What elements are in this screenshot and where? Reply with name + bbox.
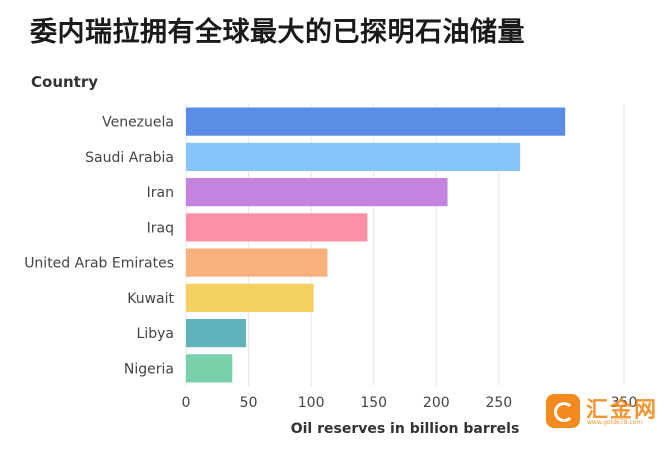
bar: [186, 319, 247, 348]
y-tick-label: Iran: [147, 185, 174, 201]
bar: [186, 354, 233, 383]
bar: [186, 248, 328, 277]
y-tick-label: Venezuela: [102, 115, 174, 131]
bar: [186, 178, 448, 207]
x-tick-label: 200: [423, 395, 450, 411]
bar: [186, 283, 314, 312]
y-tick-label: Kuwait: [127, 291, 174, 307]
watermark-text: 汇金网: [586, 398, 659, 423]
bar: [186, 213, 368, 242]
y-tick-label: Libya: [137, 326, 174, 342]
y-axis-title: Country: [31, 73, 99, 91]
x-tick-label: 50: [240, 395, 258, 411]
x-tick-label: 100: [298, 395, 325, 411]
y-tick-label: Iraq: [147, 220, 174, 236]
y-tick-label: United Arab Emirates: [24, 256, 174, 272]
x-tick-label: 150: [360, 395, 387, 411]
x-tick-label: 0: [182, 395, 191, 411]
y-tick-label: Nigeria: [124, 361, 174, 377]
bar: [186, 107, 566, 136]
x-axis-title: Oil reserves in billion barrels: [290, 421, 520, 437]
watermark-badge-icon: [546, 394, 580, 428]
x-tick-label: 350: [611, 395, 638, 411]
x-tick-label: 250: [485, 395, 512, 411]
bar: [186, 142, 521, 171]
watermark-logo: 汇金网 www.gold678.com: [546, 392, 662, 432]
y-tick-label: Saudi Arabia: [85, 150, 174, 166]
watermark-subtext: www.gold678.com: [587, 419, 643, 426]
chart-title: 委内瑞拉拥有全球最大的已探明石油储量: [30, 17, 525, 48]
